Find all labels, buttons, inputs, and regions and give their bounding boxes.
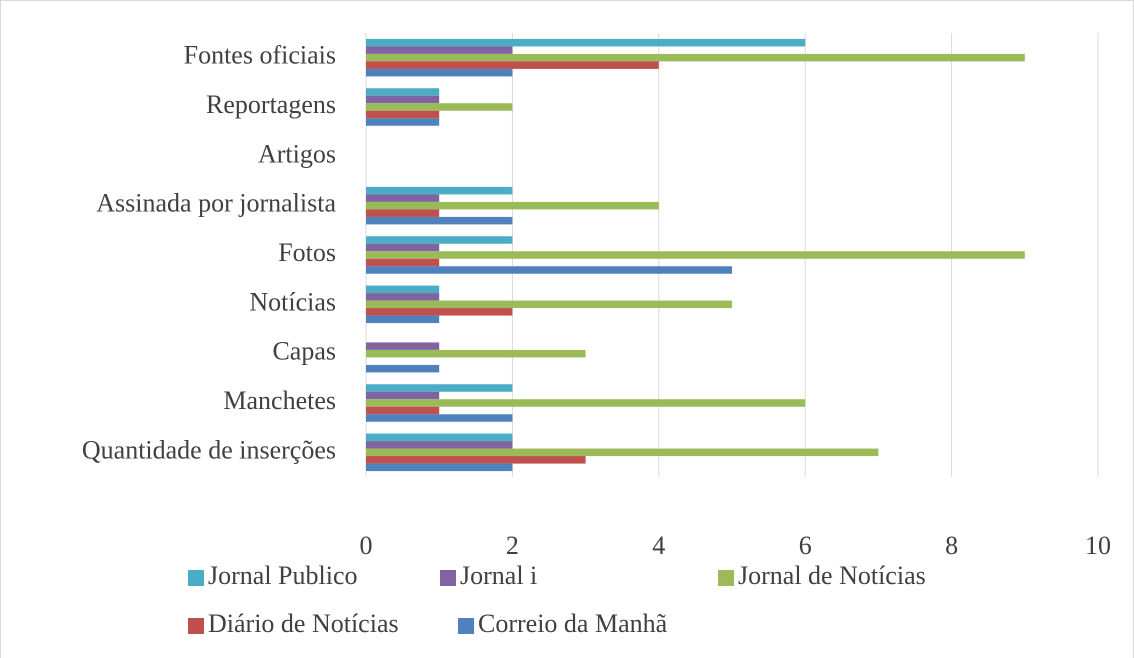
bar bbox=[366, 209, 440, 217]
y-tick-label: Notícias bbox=[249, 287, 336, 316]
legend-label: Diário de Notícias bbox=[208, 609, 399, 638]
bar bbox=[366, 364, 440, 373]
bar bbox=[366, 441, 513, 449]
bar bbox=[366, 293, 440, 301]
bar bbox=[366, 103, 513, 111]
bar bbox=[366, 186, 513, 195]
bar bbox=[366, 194, 440, 202]
y-tick-label: Artigos bbox=[258, 139, 336, 168]
x-tick-label: 8 bbox=[945, 531, 958, 560]
bar bbox=[366, 448, 879, 457]
legend-swatch bbox=[188, 570, 204, 586]
x-tick-label: 2 bbox=[506, 531, 519, 560]
legend-swatch bbox=[188, 618, 204, 634]
bar bbox=[366, 384, 513, 392]
legend-swatch bbox=[440, 570, 456, 586]
legend-swatch bbox=[458, 618, 474, 634]
bar bbox=[366, 308, 513, 316]
bar bbox=[366, 118, 440, 126]
bar bbox=[366, 414, 513, 422]
bar bbox=[366, 463, 513, 472]
bar bbox=[366, 349, 586, 358]
bar bbox=[366, 110, 440, 119]
bar bbox=[366, 251, 1025, 259]
bar bbox=[366, 61, 659, 69]
bar bbox=[366, 285, 440, 294]
bar bbox=[366, 258, 440, 267]
y-tick-label: Fontes oficiais bbox=[184, 41, 336, 70]
bar bbox=[366, 243, 440, 252]
legend-label: Correio da Manhã bbox=[478, 609, 668, 638]
bar bbox=[366, 201, 659, 210]
bar bbox=[366, 342, 440, 350]
bar bbox=[366, 216, 513, 225]
x-tick-label: 6 bbox=[799, 531, 812, 560]
legend-label: Jornal de Notícias bbox=[738, 561, 926, 590]
bar bbox=[366, 53, 1025, 62]
bar bbox=[366, 266, 732, 274]
bar bbox=[366, 38, 806, 47]
y-tick-label: Capas bbox=[272, 337, 336, 366]
y-tick-label: Manchetes bbox=[223, 386, 336, 415]
legend-label: Jornal Publico bbox=[208, 561, 358, 590]
bar bbox=[366, 68, 513, 77]
bar bbox=[366, 433, 513, 442]
y-tick-label: Quantidade de inserções bbox=[82, 435, 336, 464]
bar bbox=[366, 391, 440, 400]
y-tick-label: Fotos bbox=[278, 238, 336, 267]
bar bbox=[366, 300, 732, 309]
y-tick-label: Reportagens bbox=[206, 90, 336, 119]
bar bbox=[366, 95, 440, 104]
bar bbox=[366, 399, 806, 407]
bar bbox=[366, 88, 440, 96]
x-tick-label: 10 bbox=[1085, 531, 1111, 560]
bar bbox=[366, 236, 513, 244]
legend-swatch bbox=[718, 570, 734, 586]
bar bbox=[366, 315, 440, 324]
bar bbox=[366, 456, 586, 464]
legend-label: Jornal i bbox=[460, 561, 537, 590]
bar bbox=[366, 46, 513, 54]
x-tick-label: 0 bbox=[360, 531, 373, 560]
bar bbox=[366, 406, 440, 415]
y-tick-label: Assinada por jornalista bbox=[96, 189, 336, 218]
x-tick-label: 4 bbox=[652, 531, 665, 560]
